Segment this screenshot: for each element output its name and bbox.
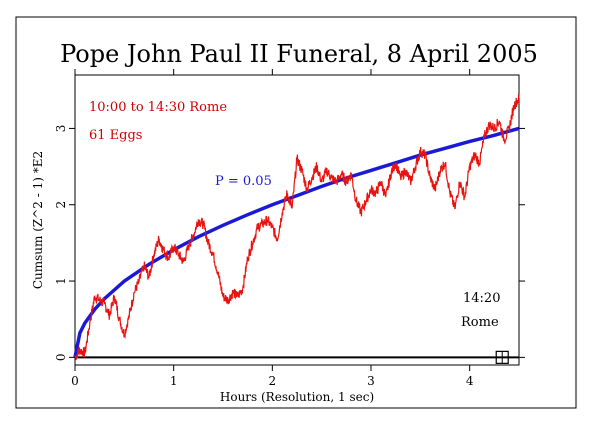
y-axis-ticks: 0 1 2 3 [54,125,525,362]
p05-label: P = 0.05 [215,174,272,189]
x-tick-label: 2 [269,374,277,388]
y-tick-label: 2 [54,201,68,209]
cumsum-series-line [74,93,520,360]
marker-time-label: 14:20 [463,291,500,306]
eggs-annotation: 61 Eggs [89,128,142,143]
chart-title: Pope John Paul II Funeral, 8 April 2005 [60,40,538,68]
y-tick-label: 1 [54,277,68,285]
y-tick-label: 3 [54,125,68,133]
plot-area: 0 1 2 3 4 0 1 2 3 [54,69,525,388]
x-tick-label: 0 [71,374,79,388]
y-tick-label: 0 [54,354,68,362]
x-tick-label: 3 [367,374,375,388]
marker-place-label: Rome [461,315,499,330]
y-axis-label: Cumsum (Z^2 - 1) *E2 [31,151,45,289]
x-tick-label: 4 [466,374,474,388]
p05-curve-line [73,126,520,358]
plot-border [74,74,520,366]
x-tick-label: 1 [170,374,178,388]
x-axis-label: Hours (Resolution, 1 sec) [220,390,374,404]
outer-border [15,16,577,409]
time-range-annotation: 10:00 to 14:30 Rome [89,100,227,115]
x-axis-ticks: 0 1 2 3 4 [71,69,474,388]
end-marker-icon [495,350,509,364]
